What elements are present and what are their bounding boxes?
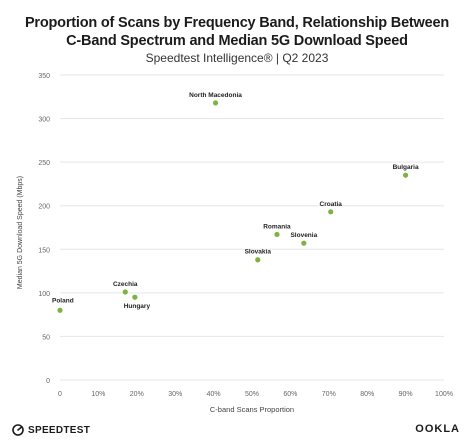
y-tick-label: 300 [38,117,50,124]
chart-subtitle: Speedtest Intelligence® | Q2 2023 [145,51,329,65]
x-tick-label: 10% [91,391,105,398]
y-tick-label: 100 [38,291,50,298]
y-tick-label: 350 [38,73,50,80]
speedtest-logo: SPEEDTEST [12,424,90,436]
x-tick-label: 90% [399,391,413,398]
data-label: Czechia [113,281,138,288]
data-point [255,257,261,263]
x-axis-label: C-band Scans Proportion [210,405,294,414]
y-tick-label: 200 [38,204,50,211]
data-label: Slovenia [290,232,317,239]
x-tick-label: 20% [130,391,144,398]
title-line-1: Proportion of Scans by Frequency Band, R… [24,15,450,31]
y-axis-label: Median 5G Download Speed (Mbps) [17,176,24,289]
x-tick-label: 50% [245,391,259,398]
x-tick-label: 30% [168,391,182,398]
data-point [301,240,307,246]
data-label: Hungary [124,303,151,310]
x-tick-label: 70% [322,391,336,398]
data-label: Bulgaria [393,164,419,171]
data-label: North Macedonia [189,92,242,99]
data-point [132,294,138,300]
data-label: Croatia [320,201,343,208]
data-point [212,100,219,106]
x-tick-label: 100% [435,391,453,398]
y-tick-label: 150 [38,247,50,254]
x-tick-label: 40% [207,391,221,398]
y-tick-label: 250 [38,160,50,167]
data-point [57,307,63,313]
x-tick-label: 80% [360,391,374,398]
speedtest-gauge-icon [12,424,24,436]
ookla-logo: OOKLA [415,423,460,435]
speedtest-brand-text: SPEEDTEST [28,424,91,436]
chart-title: Proportion of Scans by Frequency Band, R… [0,14,474,50]
data-point [274,231,280,238]
title-line-2: C-Band Spectrum and Median 5G Download S… [66,33,408,49]
y-tick-label: 50 [42,334,50,341]
y-tick-label: 0 [46,378,50,385]
data-label: Slovakia [245,249,272,256]
x-tick-label: 0 [58,391,62,398]
data-point [122,289,128,295]
data-label: Poland [52,297,74,304]
data-point [403,172,409,178]
data-label: Romania [263,223,291,230]
data-point [328,209,334,215]
x-tick-label: 60% [283,391,297,398]
